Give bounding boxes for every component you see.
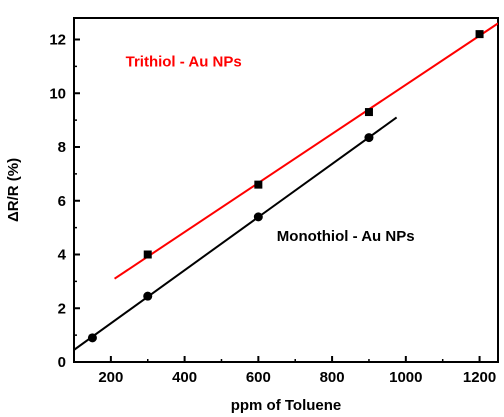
circle-marker bbox=[364, 133, 374, 143]
square-marker bbox=[143, 250, 152, 259]
square-marker bbox=[254, 180, 263, 189]
x-axis-ticks: 200 400 600 800 1000 1200 bbox=[73, 356, 496, 386]
x-tick-label: 200 bbox=[98, 369, 123, 386]
x-axis-title: ppm of Toluene bbox=[231, 397, 342, 414]
annotations: Trithiol - Au NPs Monothiol - Au NPs bbox=[126, 53, 415, 245]
x-tick-label: 600 bbox=[246, 369, 271, 386]
square-marker bbox=[364, 108, 373, 117]
circle-marker bbox=[87, 333, 97, 343]
x-tick-label: 400 bbox=[172, 369, 197, 386]
fit-lines bbox=[74, 22, 498, 351]
y-tick-label: 0 bbox=[58, 354, 66, 371]
circle-marker bbox=[253, 212, 263, 222]
markers bbox=[87, 30, 484, 343]
square-marker bbox=[475, 30, 484, 39]
y-tick-label: 10 bbox=[49, 85, 66, 102]
y-tick-label: 6 bbox=[58, 193, 66, 210]
y-axis-ticks: 0 2 4 6 8 10 12 bbox=[49, 32, 80, 371]
series-annotation: Trithiol - Au NPs bbox=[126, 53, 242, 70]
circle-marker bbox=[143, 291, 153, 301]
y-tick-label: 12 bbox=[49, 32, 66, 49]
y-tick-label: 2 bbox=[58, 300, 66, 317]
y-tick-label: 4 bbox=[58, 247, 67, 264]
y-tick-label: 8 bbox=[58, 139, 66, 156]
fit-line-series-1 bbox=[114, 22, 498, 280]
series-annotation: Monothiol - Au NPs bbox=[277, 228, 415, 245]
plot-frame bbox=[73, 17, 499, 363]
y-axis-title: ΔR/R (%) bbox=[5, 158, 22, 222]
plot-area bbox=[73, 17, 499, 363]
x-tick-label: 1000 bbox=[389, 369, 422, 386]
x-tick-label: 800 bbox=[320, 369, 345, 386]
fit-line-series-2 bbox=[74, 116, 398, 351]
x-tick-label: 1200 bbox=[463, 369, 496, 386]
